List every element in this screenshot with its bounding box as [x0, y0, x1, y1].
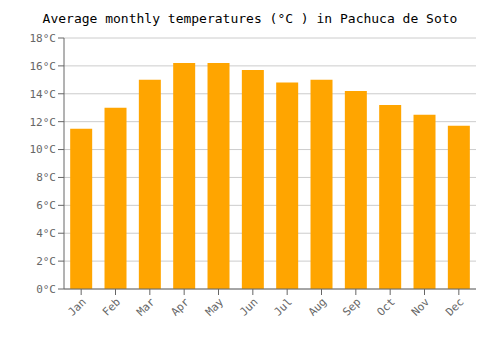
svg-text:Apr: Apr: [169, 295, 193, 319]
svg-text:6°C: 6°C: [36, 199, 56, 212]
svg-text:14°C: 14°C: [30, 88, 57, 101]
svg-text:Jan: Jan: [66, 295, 89, 318]
svg-text:Jul: Jul: [272, 295, 295, 318]
svg-text:4°C: 4°C: [36, 227, 56, 240]
svg-text:Dec: Dec: [443, 295, 466, 318]
svg-text:8°C: 8°C: [36, 171, 56, 184]
svg-text:18°C: 18°C: [30, 32, 57, 45]
svg-text:Jun: Jun: [237, 295, 260, 318]
svg-text:Aug: Aug: [306, 295, 329, 318]
svg-text:Sep: Sep: [340, 295, 363, 318]
svg-text:Mar: Mar: [134, 295, 158, 319]
svg-text:0°C: 0°C: [36, 283, 56, 296]
svg-text:10°C: 10°C: [30, 143, 57, 156]
svg-text:May: May: [203, 295, 227, 319]
svg-text:Nov: Nov: [409, 295, 433, 319]
html-text:Average monthly temperatures (: Average monthly temperatures (°C ) in Pa…: [42, 11, 458, 26]
svg-text:2°C: 2°C: [36, 255, 56, 268]
svg-text:16°C: 16°C: [30, 60, 57, 73]
svg-text:Feb: Feb: [100, 295, 123, 318]
svg-text:12°C: 12°C: [30, 116, 57, 129]
svg-text:Oct: Oct: [375, 295, 398, 318]
